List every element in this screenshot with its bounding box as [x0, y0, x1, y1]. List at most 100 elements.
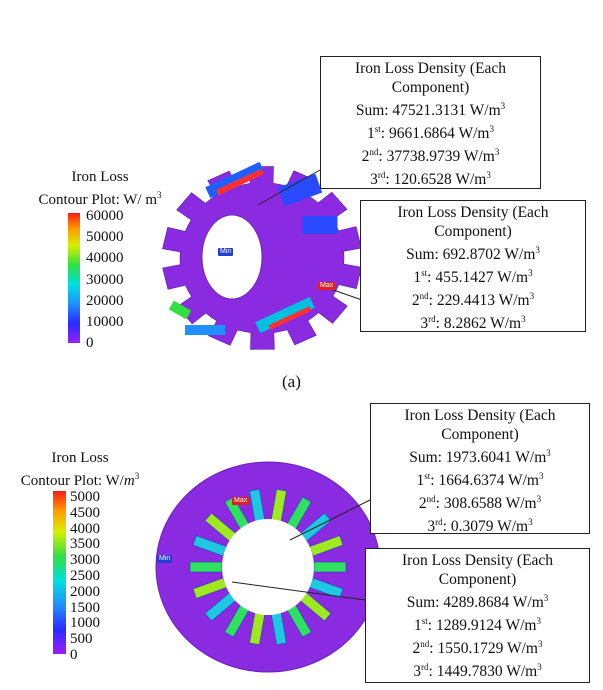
- value: 308.6588 W/m: [443, 495, 537, 513]
- component-third: 3rd: 0.3079 W/m3: [427, 517, 533, 536]
- legend-tick: 40000: [86, 250, 124, 267]
- legend-tick: 500: [70, 631, 93, 648]
- loss-hotspot: [277, 173, 323, 207]
- sum-value: Sum: 692.8702 W/m: [406, 246, 536, 264]
- unit-sup: 3: [536, 616, 541, 627]
- legend-tick: 20000: [86, 292, 124, 309]
- value: 1550.1729 W/m: [437, 640, 538, 658]
- loss-hotspot: [185, 325, 225, 335]
- value: 1449.7830 W/m: [436, 663, 538, 681]
- box-title-2: Component): [438, 571, 517, 588]
- legend-tick: 4500: [70, 504, 100, 521]
- unit-sup: 3: [536, 494, 542, 505]
- legend-tick: 60000: [86, 208, 124, 224]
- ordinal-suffix: st: [421, 616, 428, 627]
- ordinal: 1: [414, 617, 422, 635]
- box-title-2: Component): [441, 426, 519, 443]
- unit-sup: 3: [500, 101, 506, 111]
- colorbar-a: [68, 213, 80, 343]
- legend-title-line2: Contour Plot: W/m3: [10, 467, 150, 490]
- legend-unit: Contour Plot: W/: [20, 473, 124, 489]
- legend-tick: 1500: [70, 599, 100, 616]
- ordinal-suffix: st: [424, 471, 431, 482]
- ordinal: 2: [411, 292, 420, 310]
- legend-title-b: Iron Loss Contour Plot: W/m3: [10, 449, 150, 490]
- iron-loss-density-box: Iron Loss Density (Each Component) Sum: …: [360, 200, 586, 333]
- value: 455.1427 W/m: [435, 269, 529, 287]
- iron-loss-density-box: Iron Loss Density (Each Component) Sum: …: [320, 56, 541, 189]
- unit-sup: 3: [538, 471, 544, 482]
- legend-tick: 0: [86, 335, 94, 351]
- box-title: Iron Loss Density (Each: [397, 204, 549, 221]
- box-title-2: Component): [391, 79, 470, 96]
- sum-value: Sum: 47521.3131 W/m: [355, 102, 501, 120]
- unit-sup: 3: [489, 124, 494, 135]
- value: 37738.9739 W/m: [386, 148, 495, 166]
- component-first: 1st: 1664.6374 W/m3: [416, 471, 544, 490]
- component-second: 2nd: 37738.9739 W/m3: [361, 147, 500, 166]
- legend-unit-sup: 3: [134, 471, 140, 481]
- iron-loss-density-box: Iron Loss Density (Each Component) Sum: …: [365, 548, 590, 683]
- legend-title-line2: Contour Plot: W/ m3: [20, 186, 180, 209]
- value: 1289.9124 W/m: [435, 617, 537, 635]
- legend-tick: 2000: [70, 583, 100, 600]
- ordinal: 2: [412, 640, 421, 658]
- box-title: Iron Loss Density (Each: [401, 552, 554, 569]
- loss-hotspot: [255, 296, 315, 334]
- ordinal: 3: [413, 663, 422, 681]
- ordinal-suffix: rd: [435, 517, 443, 528]
- unit-sup: 3: [546, 448, 551, 458]
- unit-sup: 3: [521, 314, 526, 325]
- min-marker-a: Min: [218, 248, 234, 256]
- loss-hotspot: [216, 168, 264, 196]
- box-title: Iron Loss Density (Each: [404, 407, 556, 424]
- value: 1664.6374 W/m: [438, 472, 539, 490]
- value: 9661.6864 W/m: [388, 125, 490, 143]
- stator-tooth: [313, 561, 347, 573]
- ordinal-suffix: rd: [421, 662, 429, 673]
- component-first: 1st: 455.1427 W/m3: [413, 268, 533, 287]
- rotor-gear-plot: [162, 161, 363, 350]
- ordinal-suffix: st: [374, 124, 381, 135]
- ordinal: 1: [416, 472, 425, 490]
- unit-sup: 3: [528, 517, 533, 528]
- legend-tick: 5000: [70, 489, 100, 505]
- loss-hotspot: [268, 306, 312, 330]
- loss-hotspot: [302, 216, 338, 234]
- legend-tick: 2500: [70, 568, 100, 584]
- legend-tick: 30000: [86, 271, 124, 288]
- ordinal-suffix: st: [421, 268, 428, 279]
- ordinal: 1: [367, 125, 375, 143]
- unit-sup: 3: [528, 268, 533, 279]
- ordinal: 2: [418, 495, 427, 513]
- ordinal: 3: [420, 315, 429, 333]
- component-first: 1st: 9661.6864 W/m3: [367, 124, 494, 143]
- ordinal-suffix: rd: [428, 314, 436, 325]
- unit-sup: 3: [543, 593, 549, 603]
- legend-tick: 1000: [70, 615, 100, 632]
- unit-sup: 3: [494, 147, 500, 158]
- colorbar-b: [53, 491, 66, 654]
- ordinal-suffix: nd: [420, 639, 430, 650]
- unit-sup: 3: [535, 245, 540, 255]
- ordinal-suffix: nd: [419, 291, 429, 302]
- value: 0.3079 W/m: [450, 518, 529, 536]
- unit-sup: 3: [537, 639, 543, 650]
- loss-hotspot: [168, 300, 192, 320]
- ordinal: 1: [413, 269, 422, 287]
- ordinal: 2: [361, 148, 370, 166]
- leader-line: [289, 499, 371, 541]
- component-third: 3rd: 1449.7830 W/m3: [413, 662, 542, 681]
- caption-a: (a): [282, 372, 301, 391]
- ordinal-suffix: nd: [369, 147, 379, 158]
- unit-sup: 3: [537, 662, 542, 673]
- sum-value: Sum: 1973.6041 W/m: [409, 449, 547, 467]
- legend-title-a: Iron Loss Contour Plot: W/ m3: [20, 168, 180, 209]
- stator-plot: [155, 461, 381, 673]
- max-marker-a: Max: [318, 282, 336, 290]
- unit-sup: 3: [529, 291, 535, 302]
- ordinal-suffix: nd: [426, 494, 436, 505]
- iron-loss-density-box: Iron Loss Density (Each Component) Sum: …: [370, 403, 590, 536]
- bore: [222, 519, 314, 615]
